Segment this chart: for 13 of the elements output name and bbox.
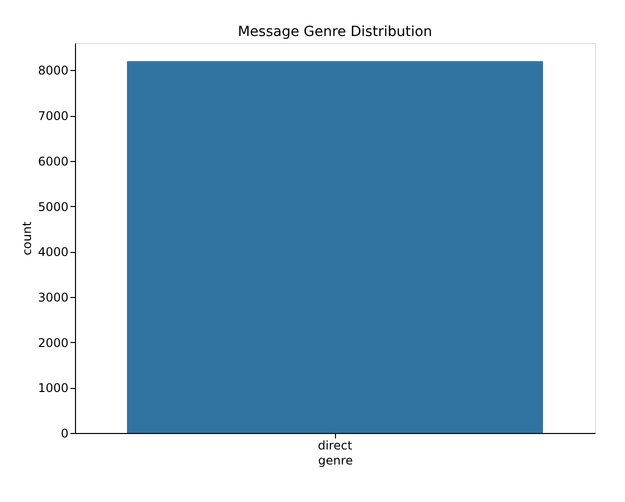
x-axis-title: genre bbox=[318, 454, 353, 468]
y-tick-label: 6000 bbox=[38, 154, 68, 168]
y-tick-label: 3000 bbox=[38, 290, 68, 304]
y-tick-label: 1000 bbox=[38, 381, 68, 396]
chart-title: Message Genre Distribution bbox=[238, 24, 432, 40]
y-tick-label: 0 bbox=[60, 426, 68, 440]
y-tick-label: 4000 bbox=[38, 245, 68, 260]
y-tick-label: 8000 bbox=[38, 64, 68, 78]
y-tick-label: 7000 bbox=[38, 109, 68, 124]
y-tick-label: 2000 bbox=[38, 336, 68, 350]
x-tick-label: direct bbox=[318, 438, 352, 452]
y-tick-label: 5000 bbox=[38, 200, 68, 214]
y-axis-title: count bbox=[20, 221, 34, 256]
